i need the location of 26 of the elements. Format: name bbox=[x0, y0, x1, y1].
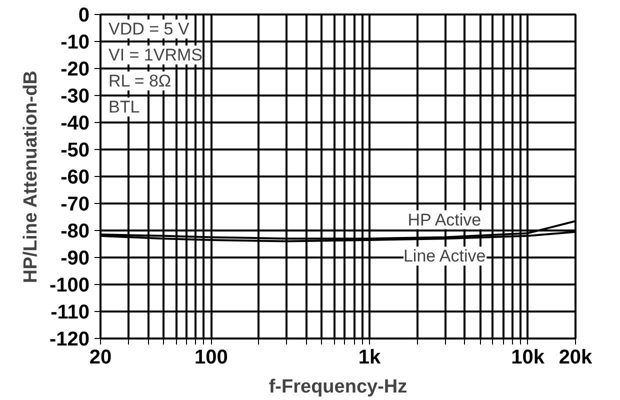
y-tick-label: 0 bbox=[78, 4, 90, 26]
y-tick-label: -100 bbox=[49, 274, 90, 296]
annotation: BTL bbox=[108, 98, 140, 116]
y-tick-label: -20 bbox=[60, 58, 90, 80]
y-tick-label: -110 bbox=[50, 302, 90, 324]
y-tick-label: -30 bbox=[60, 86, 90, 108]
y-tick-label: -70 bbox=[60, 194, 90, 216]
y-tick-label: -90 bbox=[60, 248, 90, 270]
annotation: RL = 8Ω bbox=[108, 72, 172, 90]
x-tick-label: 20k bbox=[558, 346, 594, 368]
x-tick-label: 10k bbox=[511, 346, 546, 368]
y-tick-label: -120 bbox=[49, 328, 90, 350]
series-label: HP Active bbox=[408, 210, 482, 230]
x-axis-title: f-Frequency-Hz bbox=[268, 376, 408, 398]
x-tick-label: 100 bbox=[194, 346, 228, 368]
series-label: Line Active bbox=[403, 246, 486, 266]
x-tick-label: 20 bbox=[89, 346, 112, 368]
y-tick-label: -10 bbox=[60, 32, 90, 54]
y-tick-label: -50 bbox=[60, 140, 90, 162]
annotation: VI = 1VRMS bbox=[108, 46, 203, 64]
x-tick-label: 1k bbox=[358, 346, 382, 368]
annotation: VDD = 5 V bbox=[108, 20, 190, 38]
y-tick-label: -60 bbox=[60, 166, 90, 188]
y-tick-label: -40 bbox=[60, 112, 90, 134]
y-axis-title: HP/Line Attenuation-dB bbox=[20, 70, 42, 284]
y-tick-label: -80 bbox=[60, 220, 90, 242]
